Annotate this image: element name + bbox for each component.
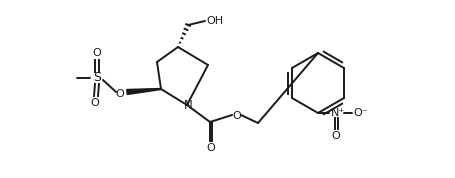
Text: O: O (206, 143, 215, 153)
Text: N: N (183, 100, 192, 112)
Text: O: O (232, 111, 241, 121)
Text: N⁺: N⁺ (330, 108, 344, 118)
Text: O: O (331, 131, 339, 141)
Text: O⁻: O⁻ (353, 108, 368, 118)
Text: O: O (91, 98, 99, 108)
Text: S: S (93, 72, 101, 85)
Text: OH: OH (206, 16, 223, 26)
Polygon shape (126, 88, 161, 95)
Text: O: O (116, 89, 124, 99)
Text: O: O (92, 48, 101, 58)
